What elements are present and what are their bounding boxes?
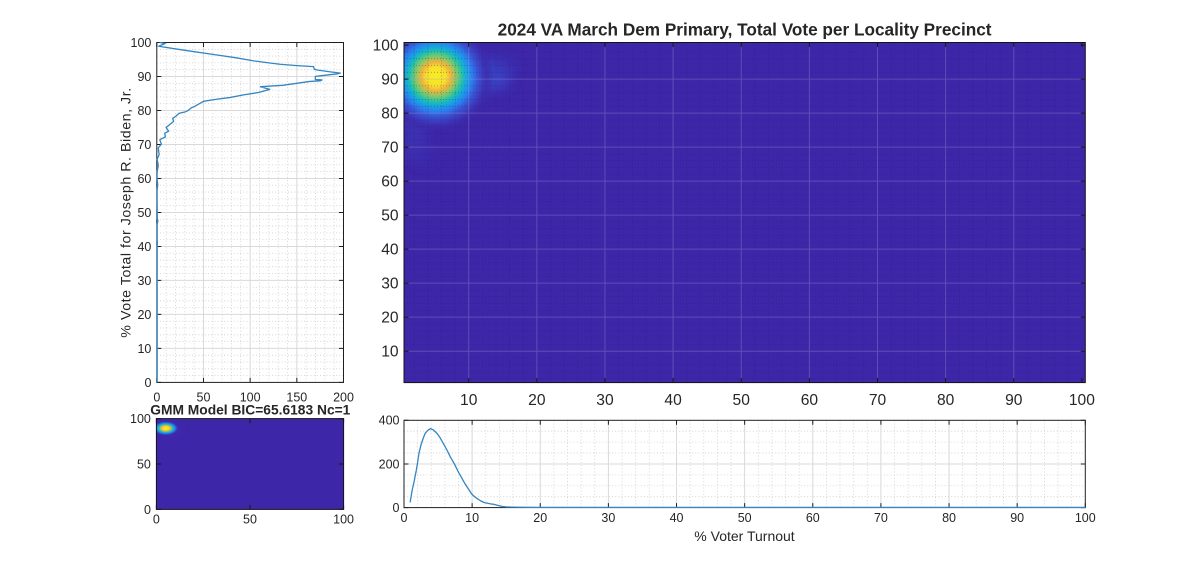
svg-text:50: 50 <box>381 208 399 225</box>
svg-text:70: 70 <box>381 140 399 157</box>
svg-text:200: 200 <box>379 457 400 471</box>
svg-text:50: 50 <box>137 206 151 220</box>
svg-text:50: 50 <box>137 457 151 471</box>
svg-text:100: 100 <box>373 38 399 55</box>
svg-text:80: 80 <box>137 104 151 118</box>
svg-text:100: 100 <box>130 412 151 426</box>
svg-text:0: 0 <box>144 376 151 390</box>
svg-text:50: 50 <box>243 512 257 526</box>
svg-text:80: 80 <box>381 106 399 123</box>
svg-text:40: 40 <box>137 240 151 254</box>
svg-text:90: 90 <box>1010 511 1024 525</box>
svg-text:10: 10 <box>381 344 399 361</box>
svg-text:0: 0 <box>393 501 400 515</box>
svg-text:20: 20 <box>528 392 546 409</box>
svg-text:60: 60 <box>137 172 151 186</box>
svg-text:GMM Model BIC=65.6183 Nc=1: GMM Model BIC=65.6183 Nc=1 <box>150 402 350 417</box>
svg-text:10: 10 <box>460 392 478 409</box>
svg-text:40: 40 <box>670 511 684 525</box>
svg-text:400: 400 <box>379 414 400 428</box>
svg-text:70: 70 <box>869 392 887 409</box>
svg-text:% Voter Turnout: % Voter Turnout <box>694 528 795 544</box>
svg-text:40: 40 <box>381 242 399 259</box>
svg-text:10: 10 <box>137 342 151 356</box>
svg-text:90: 90 <box>1005 392 1023 409</box>
svg-text:100: 100 <box>1075 511 1096 525</box>
svg-text:50: 50 <box>733 392 751 409</box>
svg-text:70: 70 <box>874 511 888 525</box>
svg-text:0: 0 <box>153 390 160 404</box>
svg-text:80: 80 <box>937 392 955 409</box>
svg-text:90: 90 <box>137 70 151 84</box>
svg-text:80: 80 <box>942 511 956 525</box>
svg-text:60: 60 <box>806 511 820 525</box>
svg-text:20: 20 <box>533 511 547 525</box>
svg-text:% Vote Total for Joseph R. Bid: % Vote Total for Joseph R. Biden, Jr. <box>119 87 135 337</box>
svg-text:100: 100 <box>333 512 354 526</box>
svg-text:30: 30 <box>137 274 151 288</box>
svg-text:10: 10 <box>465 511 479 525</box>
svg-text:100: 100 <box>240 390 261 404</box>
svg-text:20: 20 <box>137 308 151 322</box>
svg-text:70: 70 <box>137 138 151 152</box>
svg-text:30: 30 <box>381 276 399 293</box>
svg-text:0: 0 <box>401 511 408 525</box>
svg-text:90: 90 <box>381 72 399 89</box>
svg-text:100: 100 <box>1069 392 1095 409</box>
svg-text:30: 30 <box>601 511 615 525</box>
svg-text:150: 150 <box>286 390 307 404</box>
svg-text:50: 50 <box>197 390 211 404</box>
svg-text:200: 200 <box>333 390 354 404</box>
svg-text:30: 30 <box>596 392 614 409</box>
svg-text:40: 40 <box>664 392 682 409</box>
svg-text:60: 60 <box>801 392 819 409</box>
svg-text:100: 100 <box>131 36 152 50</box>
svg-text:50: 50 <box>738 511 752 525</box>
svg-text:20: 20 <box>381 310 399 327</box>
svg-text:2024 VA March Dem Primary, Tot: 2024 VA March Dem Primary, Total Vote pe… <box>498 20 992 40</box>
svg-text:0: 0 <box>153 512 160 526</box>
svg-text:0: 0 <box>144 503 151 517</box>
svg-text:60: 60 <box>381 174 399 191</box>
